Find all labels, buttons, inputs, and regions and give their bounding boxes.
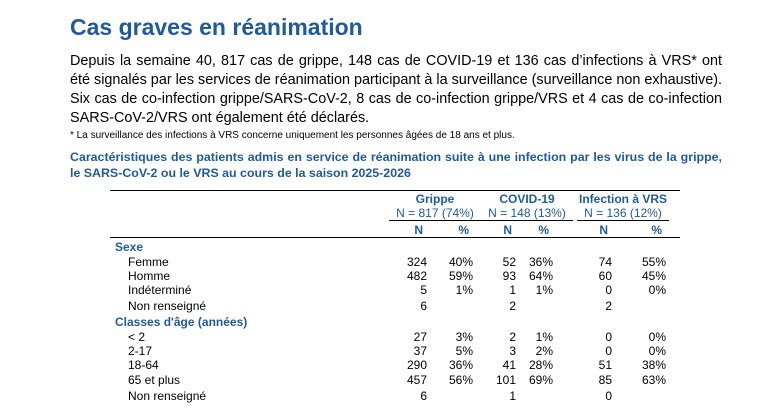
table-cell: 1%: [455, 283, 473, 297]
table-cell: 0: [605, 344, 612, 359]
row-label: Indéterminé: [128, 283, 192, 297]
table-cell: 59%: [448, 268, 473, 283]
table-cell: 482: [406, 268, 427, 283]
table-cell: 27: [413, 330, 427, 344]
table-cell: 2: [509, 330, 516, 344]
column-header: %: [651, 223, 662, 237]
group-name: Grippe: [415, 192, 455, 206]
table-cell: 2: [605, 299, 612, 314]
table-cell: 3%: [455, 330, 473, 344]
table-cell: 5%: [455, 344, 473, 359]
table-cell: 41: [502, 358, 516, 373]
table-cell: 74: [598, 254, 612, 269]
table-cell: 1: [509, 388, 516, 403]
table-cell: 457: [406, 372, 427, 387]
table-cell: 3: [509, 344, 516, 359]
row-label: Non renseigné: [128, 299, 207, 314]
rule: [110, 190, 680, 191]
table-cell: 1%: [535, 283, 553, 297]
paragraph: Depuis la semaine 40, 817 cas de grippe,…: [70, 53, 722, 126]
row-label: Homme: [128, 268, 171, 283]
table-cell: 36%: [528, 254, 553, 269]
table-cell: 63%: [641, 372, 666, 387]
row-label: 65 et plus: [128, 372, 181, 387]
table-cell: 45%: [641, 268, 666, 283]
section-heading: Classes d'âge (années): [115, 315, 248, 330]
rule: [389, 220, 481, 221]
table-cell: 290: [406, 358, 427, 373]
table-cell: 1%: [535, 330, 553, 344]
table-cell: 64%: [528, 268, 553, 283]
rule: [110, 237, 680, 238]
column-header: %: [538, 223, 549, 237]
table-cell: 2: [509, 299, 516, 314]
table-cell: 0: [605, 283, 612, 297]
table-cell: 69%: [528, 372, 553, 387]
table-cell: 60: [598, 268, 612, 283]
table-cell: 6: [420, 299, 427, 314]
table-cell: 5: [420, 283, 427, 297]
group-total: N = 148 (13%): [488, 206, 566, 220]
table-cell: 38%: [641, 358, 666, 373]
table-cell: 36%: [448, 358, 473, 373]
group-total: N = 136 (12%): [584, 206, 662, 220]
table-cell: 37: [413, 344, 427, 359]
row-label: 18-64: [128, 358, 159, 373]
column-header: N: [599, 223, 608, 237]
section-heading: Sexe: [115, 240, 144, 254]
table-cell: 55%: [641, 254, 666, 269]
table-cell: 0: [605, 388, 612, 403]
footnote: * La surveillance des infections à VRS c…: [70, 130, 515, 141]
row-label: < 2: [128, 330, 146, 344]
table-cell: 51: [598, 358, 612, 373]
rule: [577, 220, 669, 221]
column-header: %: [458, 223, 469, 237]
table-cell: 2%: [535, 344, 553, 359]
rule: [481, 220, 573, 221]
table-cell: 52: [502, 254, 516, 269]
table-cell: 324: [406, 254, 427, 269]
table-cell: 6: [420, 388, 427, 403]
column-header: N: [503, 223, 512, 237]
table-cell: 0%: [648, 283, 666, 297]
table-cell: 0%: [648, 344, 666, 359]
table-cell: 28%: [528, 358, 553, 373]
group-name: Infection à VRS: [578, 192, 667, 206]
title: Cas graves en réanimation: [70, 14, 363, 40]
table-cell: 56%: [448, 372, 473, 387]
row-label: 2-17: [128, 344, 153, 359]
table-cell: 1: [509, 283, 516, 297]
group-total: N = 817 (74%): [396, 206, 474, 220]
table-cell: 0%: [648, 330, 666, 344]
column-header: N: [414, 223, 423, 237]
group-name: COVID-19: [499, 192, 555, 206]
table-cell: 101: [495, 372, 516, 387]
table-caption: Caractéristiques des patients admis en s…: [70, 150, 722, 180]
row-label: Femme: [128, 254, 169, 269]
table-cell: 93: [502, 268, 516, 283]
table-cell: 0: [605, 330, 612, 344]
table-cell: 40%: [448, 254, 473, 269]
row-label: Non renseigné: [128, 388, 207, 403]
table-cell: 85: [598, 372, 612, 387]
